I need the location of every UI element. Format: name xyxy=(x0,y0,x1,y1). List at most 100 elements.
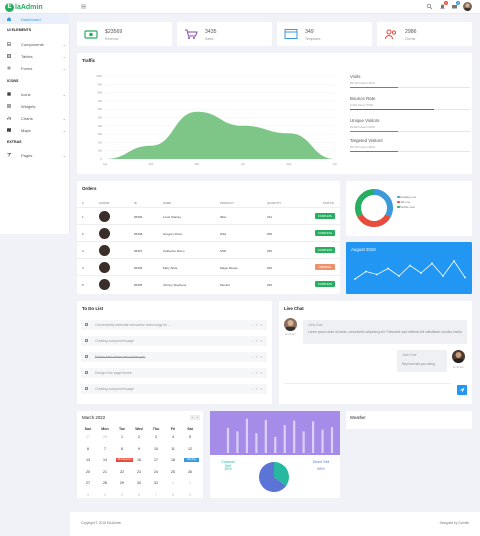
table-row[interactable]: 5 #5465 Johnny Stephens Monitor 250 COMP… xyxy=(77,275,340,292)
todo-checkbox[interactable] xyxy=(85,371,88,374)
calendar-day[interactable]: 22 xyxy=(120,469,124,474)
august-card: August 2018 xyxy=(346,242,472,294)
table-row[interactable]: 3 #5467 Catherine Dixon SSD 250 COMPLETE xyxy=(77,241,340,258)
calendar-day[interactable]: 27 xyxy=(86,481,90,485)
calendar-day[interactable]: 9 xyxy=(138,446,140,451)
calendar-day[interactable]: 4 xyxy=(104,492,106,497)
calendar-day[interactable]: 5 xyxy=(189,435,191,439)
table-row[interactable]: 4 #5466 Mary Silva Magic Mouse 250 PENDI… xyxy=(77,258,340,275)
sidebar-item-label: Pages xyxy=(21,152,33,158)
sidebar-item-maps[interactable]: Maps ⌄ xyxy=(0,125,70,135)
todo-checkbox[interactable] xyxy=(85,387,88,390)
calendar-day[interactable]: 29 xyxy=(120,481,124,485)
todo-checkbox[interactable] xyxy=(85,323,88,326)
message-icon[interactable]: 3 xyxy=(451,1,460,10)
calendar-day[interactable]: 23 xyxy=(137,469,141,474)
calendar-day[interactable]: 25 xyxy=(171,469,175,474)
calendar-day[interactable]: 26 xyxy=(188,469,192,474)
calendar-day[interactable]: 14 xyxy=(103,458,107,462)
sidebar-item-dashboard[interactable]: Dashboard xyxy=(0,14,70,24)
order-quantity: 250 xyxy=(267,283,273,287)
footer-credit: Designed by Colorlib xyxy=(439,521,469,525)
send-button[interactable] xyxy=(457,385,467,395)
calendar-day[interactable]: 10 xyxy=(154,446,158,451)
calendar-event[interactable]: All Day Event xyxy=(116,458,133,462)
sidebar-item-pages[interactable]: Pages ⌄ xyxy=(0,150,70,160)
calendar-day[interactable]: 1 xyxy=(121,435,123,439)
calendar-day[interactable]: 20 xyxy=(86,469,90,474)
brand-logo[interactable]: E laAdmin xyxy=(5,2,43,12)
traffic-stat-sub: 29,903 Users (40%) xyxy=(350,125,375,129)
calendar-day[interactable]: 27 xyxy=(86,435,90,439)
sidebar-item-forms[interactable]: Forms ⌄ xyxy=(0,63,70,73)
calendar-day[interactable]: 2 xyxy=(189,481,191,485)
legend-item: Heading one xyxy=(397,195,416,200)
form-icon xyxy=(7,66,11,70)
y-tick-label: 800 xyxy=(98,91,103,95)
calendar-day[interactable]: 4 xyxy=(172,435,174,439)
calendar-day[interactable]: 2 xyxy=(138,435,140,439)
calendar-day[interactable]: 16 xyxy=(137,458,141,462)
calendar-day[interactable]: 1 xyxy=(172,481,174,485)
calendar-day[interactable]: 3 xyxy=(87,492,89,497)
order-product: SSD xyxy=(220,249,227,253)
calendar-day[interactable]: 13 xyxy=(86,458,90,462)
todo-actions[interactable]: ✓ ✎ ✕ xyxy=(251,371,263,375)
calendar-day[interactable]: 9 xyxy=(189,492,191,497)
calendar-day[interactable]: 8 xyxy=(121,446,123,451)
line-point xyxy=(365,270,367,273)
calendar-day[interactable]: 28 xyxy=(103,435,107,439)
calendar-day[interactable]: 21 xyxy=(103,469,107,474)
list-item[interactable]: Follow back those who follow you ✓ ✎ ✕ xyxy=(81,352,267,362)
chat-input[interactable] xyxy=(284,383,451,396)
calendar-day[interactable]: 12 xyxy=(188,446,192,451)
calendar-day[interactable]: 31 xyxy=(154,481,158,485)
calendar-day[interactable]: 24 xyxy=(154,469,158,474)
sidebar-item-tables[interactable]: Tables ⌄ xyxy=(0,51,70,61)
user-avatar[interactable] xyxy=(463,2,472,11)
order-product: iMax xyxy=(220,215,227,219)
calendar-day[interactable]: 5 xyxy=(121,492,123,497)
orders-header: PRODUCT xyxy=(220,201,234,205)
sidebar-item-charts[interactable]: Charts ⌄ xyxy=(0,113,70,123)
calendar-day[interactable]: 28 xyxy=(103,481,107,485)
bar xyxy=(274,436,277,453)
calendar-day[interactable]: 8 xyxy=(172,492,174,497)
menu-toggle-icon[interactable] xyxy=(81,4,86,9)
list-item[interactable]: Conveniently fabricate interactive techn… xyxy=(81,320,267,330)
todo-checkbox[interactable] xyxy=(85,355,88,358)
calendar-next-button[interactable]: › xyxy=(195,415,200,420)
calendar-day[interactable]: 18 xyxy=(171,458,175,462)
sidebar-item-label: Widgets xyxy=(21,103,36,109)
todo-actions[interactable]: ✓ ✎ ✕ xyxy=(251,387,263,391)
calendar-day[interactable]: 6 xyxy=(138,492,140,497)
calendar-day[interactable]: 30 xyxy=(137,481,141,485)
calendar-day[interactable]: 17 xyxy=(154,458,158,462)
sidebar-item-widgets[interactable]: Widgets xyxy=(0,101,70,111)
todo-actions[interactable]: ✓ ✎ ✕ xyxy=(251,339,263,343)
todo-text: Creating component page xyxy=(95,339,135,343)
table-row[interactable]: 1 #5469 Louis Stanley iMax 231 COMPLETE xyxy=(77,207,340,224)
todo-actions[interactable]: ✓ ✎ ✕ xyxy=(251,323,263,327)
list-item[interactable]: Design One page theme ✓ ✎ ✕ xyxy=(81,368,267,378)
calendar-event[interactable]: Meeting xyxy=(184,458,199,462)
sidebar-item-components[interactable]: Components ⌄ xyxy=(0,39,70,49)
status-badge: COMPLETE xyxy=(315,230,335,236)
search-icon[interactable] xyxy=(426,3,433,10)
list-item[interactable]: Creating component page ✓ ✎ ✕ xyxy=(81,336,267,346)
chevron-down-icon: ⌄ xyxy=(62,65,66,71)
calendar-day[interactable]: 7 xyxy=(155,492,157,497)
calendar-day[interactable]: 7 xyxy=(104,446,106,451)
calendar-day[interactable]: 3 xyxy=(155,435,157,439)
chat-time: 11:11 am xyxy=(285,333,296,336)
sidebar-item-icons[interactable]: Icons ⌄ xyxy=(0,89,70,99)
table-row[interactable]: 2 #5468 Gregory Dixon iPad 250 COMPLETE xyxy=(77,224,340,241)
todo-checkbox[interactable] xyxy=(85,339,88,342)
calendar-prev-button[interactable]: ‹ xyxy=(190,415,195,420)
notification-bell-icon[interactable]: 4 xyxy=(439,1,448,10)
message-badge: 3 xyxy=(456,1,460,5)
list-item[interactable]: Creating component page ✓ ✎ ✕ xyxy=(81,384,267,394)
calendar-day[interactable]: 11 xyxy=(171,446,175,451)
calendar-day[interactable]: 6 xyxy=(87,446,89,451)
todo-actions[interactable]: ✓ ✎ ✕ xyxy=(251,355,263,359)
